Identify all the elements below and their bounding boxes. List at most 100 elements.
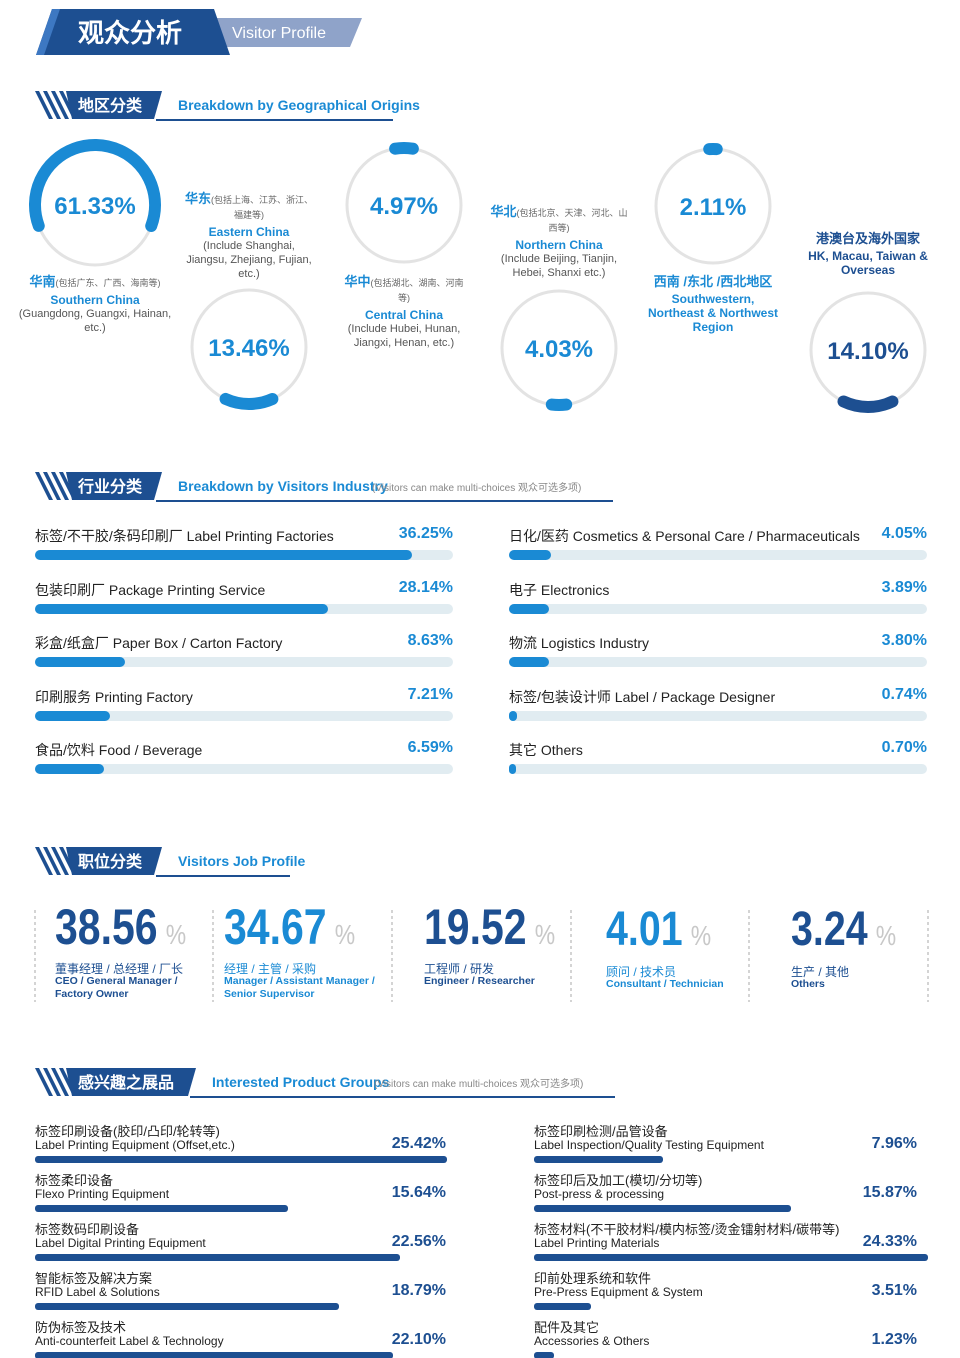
product-bar [35, 1205, 289, 1212]
industry-value: 3.89% [881, 578, 927, 596]
job-label-en: CEO / General Manager / Factory Owner [55, 975, 178, 1000]
header-stripe [43, 472, 61, 500]
ring-value: 61.33% [54, 193, 135, 220]
header-accent [36, 9, 60, 55]
region-note-cn: (包括广东、广西、海南等) [55, 278, 161, 288]
product-label-en: Post-press & processing [534, 1187, 665, 1201]
industry-label: 其它 Others [509, 742, 583, 758]
industry-value: 6.59% [407, 739, 453, 756]
industry-label: 标签/不干胶/条码印刷厂 Label Printing Factories [35, 528, 334, 544]
region-name-line: 华南(包括广东、广西、海南等) [10, 275, 180, 290]
product-bar [534, 1352, 554, 1358]
header-title-cn: 观众分析 [78, 18, 182, 48]
product-label-cn: 印前处理系统和软件 [534, 1271, 652, 1286]
job-unit: % [334, 919, 356, 950]
job-value: 3.24 [791, 903, 868, 956]
product-value: 3.51% [871, 1282, 917, 1299]
region-label: 西南 /东北 /西北地区 Southwestern, Northeast & No… [643, 275, 783, 335]
ring-arc [341, 142, 467, 269]
product-value: 25.42% [391, 1135, 446, 1152]
section-title-cn: 地区分类 [78, 96, 143, 115]
product-bar [35, 1254, 401, 1261]
industry-track [509, 710, 927, 721]
product-label-en: Label Inspection/Quality Testing Equipme… [534, 1138, 764, 1152]
header-stripe [35, 1068, 53, 1096]
industry-label: 包装印刷厂 Package Printing Service [35, 581, 266, 598]
industry-bar [509, 550, 552, 560]
section-title-en: Visitors Job Profile [178, 853, 306, 869]
section-title-en: Interested Product Groups [212, 1074, 390, 1090]
ring-value: 4.03% [525, 336, 593, 363]
job-label-en: Others [791, 978, 825, 990]
header-tag-bg [200, 18, 362, 47]
industry-value: 7.21% [407, 685, 453, 703]
product-value: 7.96% [871, 1135, 917, 1152]
product-value: 22.56% [391, 1233, 446, 1250]
region-note-en: (Include Beijing, Tianjin, Hebei, Shanxi… [500, 253, 618, 279]
ring-arc [29, 139, 161, 271]
industry-bar [35, 603, 328, 614]
header-stripe [43, 847, 61, 875]
job-unit: % [690, 920, 712, 951]
section-note: (Visitors can make multi-choices 观众可选多项) [372, 481, 581, 494]
product-label-en: Label Printing Materials [534, 1236, 660, 1250]
section-title-cn: 行业分类 [77, 477, 143, 496]
section-title-bg [66, 91, 162, 119]
industry-value: 4.05% [881, 525, 927, 542]
product-label-en: RFID Label & Solutions [35, 1285, 160, 1299]
region-name-en: Southern China [50, 293, 140, 307]
industry-bar [509, 603, 550, 614]
industry-value: 36.25% [398, 525, 453, 542]
section-title-cn: 感兴趣之展品 [78, 1073, 174, 1092]
industry-track [509, 657, 927, 667]
ring-arc [650, 143, 776, 269]
job-figure: 19.52% [424, 898, 555, 956]
job-figure: 38.56% [55, 898, 186, 956]
industry-track [509, 764, 927, 774]
region-name-en: Northern China [515, 238, 603, 252]
industry-bar [35, 764, 104, 774]
product-label-en: Label Digital Printing Equipment [35, 1236, 206, 1250]
industry-bar [509, 657, 549, 667]
region-name-cn: 华中 [344, 274, 371, 289]
industry-bar [35, 657, 125, 667]
header-title-en: Visitor Profile [232, 25, 326, 42]
job-label-cn: 工程师 / 研发 [424, 962, 495, 976]
industry-label: 物流 Logistics Industry [509, 635, 650, 651]
product-label-en: Label Printing Equipment (Offset,etc.) [35, 1138, 235, 1152]
product-label-cn: 标签印后及加工(模切/分切等) [534, 1173, 703, 1188]
job-label-en: Consultant / Technician [606, 978, 724, 990]
industry-track [509, 550, 927, 560]
industry-label: 电子 Electronics [509, 581, 610, 598]
product-value: 15.64% [391, 1184, 446, 1201]
header-stripe [35, 91, 53, 119]
product-bar [534, 1205, 792, 1212]
job-value: 19.52 [424, 899, 527, 955]
product-label-en: Flexo Printing Equipment [35, 1187, 170, 1201]
header-title-bg [36, 9, 230, 55]
industry-label: 标签/包装设计师 Label / Package Designer [509, 688, 776, 705]
job-label-cn: 生产 / 其他 [791, 965, 850, 979]
job-unit: % [534, 919, 556, 950]
region-name-en: Central China [364, 308, 443, 322]
region-name-cn: 港澳台及海外国家 [815, 231, 920, 246]
job-label-en: Manager / Assistant Manager / Senior Sup… [224, 975, 375, 1000]
section-note: (Visitors can make multi-choices 观众可选多项) [374, 1077, 583, 1090]
region-name-line: 华中(包括湖北、湖南、河南等) [339, 275, 469, 305]
product-bar [534, 1254, 929, 1261]
region-label: 华南(包括广东、广西、海南等) Southern China (Guangdong,… [10, 275, 180, 335]
region-name-line: 港澳台及海外国家 [798, 232, 938, 246]
product-value: 18.79% [391, 1282, 446, 1299]
header-stripe [51, 472, 69, 500]
job-figure: 3.24% [791, 902, 896, 957]
job-label-cn: 经理 / 主管 / 采购 [224, 962, 317, 976]
section-title-en: Breakdown by Geographical Origins [178, 97, 420, 113]
product-bar [534, 1156, 663, 1163]
product-bar [35, 1303, 340, 1310]
section-title-cn: 职位分类 [78, 852, 143, 871]
industry-bar [509, 710, 517, 721]
product-label-cn: 标签材料(不干胶材料/模内标签/烫金镭射材料/碳带等) [534, 1222, 840, 1237]
ring-value: 2.11% [680, 194, 747, 221]
region-note-cn: (包括北京、天津、河北、山西等) [516, 208, 628, 233]
